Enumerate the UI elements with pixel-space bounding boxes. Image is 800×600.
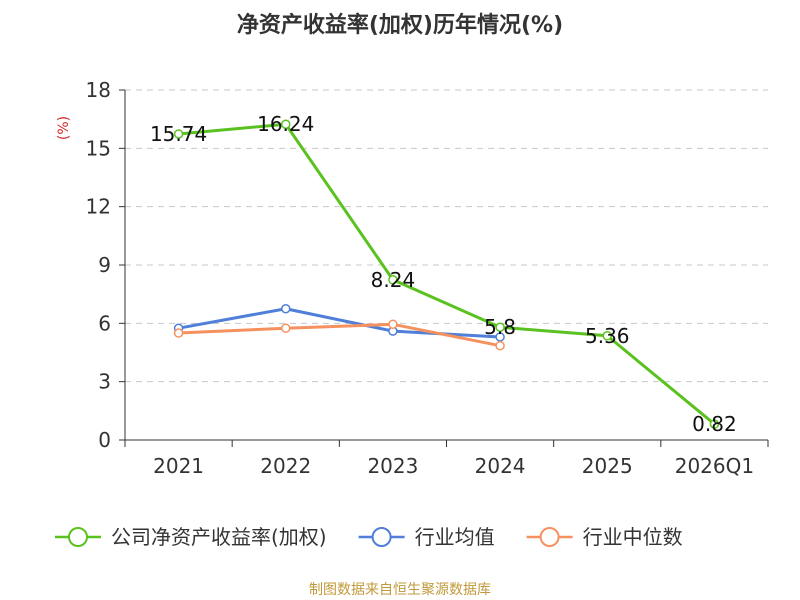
y-tick-label: 6 <box>98 311 111 335</box>
axes: 0 3 6 9 12 15 18 2021 2022 2023 2024 2025 2026Q1 <box>86 78 769 478</box>
data-label: 16.24 <box>257 112 314 136</box>
data-point <box>173 328 184 338</box>
legend-label: 公司净资产收益率(加权) <box>111 525 327 549</box>
data-point <box>388 275 398 285</box>
data-point <box>602 331 612 341</box>
series-line-2 <box>178 322 501 348</box>
legend-swatch-marker <box>68 527 88 547</box>
x-tick-label: 2024 <box>475 454 526 478</box>
y-axis-unit-label: (%) <box>56 116 72 140</box>
data-label: 5.36 <box>585 324 630 348</box>
y-tick-label: 18 <box>86 78 111 102</box>
y-tick-label: 0 <box>98 428 111 452</box>
chart-title: 净资产收益率(加权)历年情况(%) <box>237 12 563 38</box>
data-label: 15.74 <box>150 122 207 146</box>
y-tick-label: 3 <box>98 370 111 394</box>
legend-swatch-marker <box>539 527 560 547</box>
x-tick-label: 2021 <box>153 454 204 478</box>
data-point <box>281 119 291 129</box>
x-tick-label: 2025 <box>582 454 633 478</box>
data-point <box>173 129 184 139</box>
legend-item-2: 行业中位数 <box>526 525 683 549</box>
data-point <box>495 340 505 351</box>
legend-label: 行业中位数 <box>583 525 683 549</box>
y-tick-label: 15 <box>86 136 111 160</box>
x-tick-label: 2026Q1 <box>675 454 754 478</box>
data-label: 0.82 <box>692 412 737 436</box>
x-tick-label: 2022 <box>260 454 311 478</box>
y-tick-label: 12 <box>86 195 111 219</box>
series-line-0 <box>178 122 716 426</box>
legend-item-0: 公司净资产收益率(加权) <box>55 525 327 549</box>
data-point <box>495 322 505 332</box>
data-point <box>388 319 398 330</box>
legend: 公司净资产收益率(加权) 行业均值 行业中位数 <box>55 525 683 549</box>
legend-swatch-marker <box>371 527 392 547</box>
legend-item-1: 行业均值 <box>358 525 495 549</box>
data-label: 8.24 <box>371 268 416 292</box>
legend-label: 行业均值 <box>415 525 495 549</box>
data-point <box>281 304 291 314</box>
data-labels: 15.74 16.24 8.24 5.8 5.36 0.82 <box>150 112 737 436</box>
x-tick-label: 2023 <box>367 454 418 478</box>
source-footer: 制图数据来自恒生聚源数据库 <box>309 582 491 598</box>
series-lines <box>173 119 720 429</box>
grid-lines <box>125 89 768 383</box>
data-point <box>281 323 291 333</box>
data-label: 5.8 <box>484 315 516 339</box>
data-point <box>709 419 720 429</box>
y-tick-label: 9 <box>98 253 111 277</box>
